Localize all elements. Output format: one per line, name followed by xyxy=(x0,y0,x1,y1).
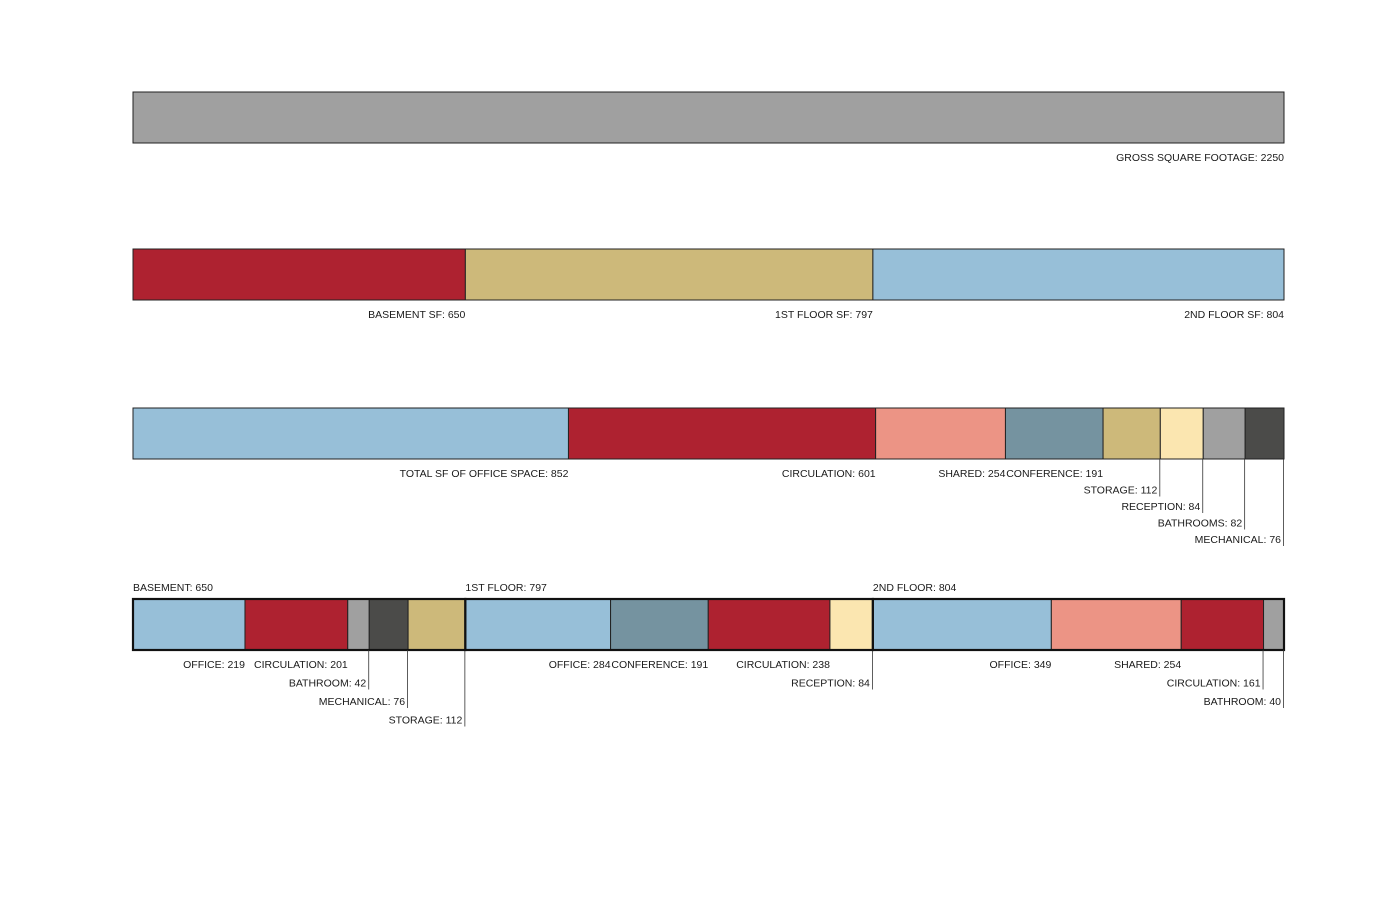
chart3-group0-label-3: MECHANICAL: 76 xyxy=(319,696,406,708)
chart2-segment-2 xyxy=(875,407,1006,460)
chart3-group1-segment-2 xyxy=(707,598,831,651)
chart2-label-1: CIRCULATION: 601 xyxy=(782,468,876,480)
chart1-label-2: 2ND FLOOR SF: 804 xyxy=(1184,309,1284,321)
chart2-label-4: STORAGE: 112 xyxy=(1084,485,1158,497)
chart3-group2-label-1: SHARED: 254 xyxy=(1114,659,1181,671)
chart2-segment-6 xyxy=(1202,407,1246,460)
chart2-segment-0 xyxy=(132,407,569,460)
chart3-group1-segment-0 xyxy=(464,598,612,651)
chart1-segment-2 xyxy=(872,248,1285,301)
chart3-group2-label-0: OFFICE: 349 xyxy=(989,659,1051,671)
chart3-group2-label-2: CIRCULATION: 161 xyxy=(1167,678,1261,690)
chart3-group0-label-2: BATHROOM: 42 xyxy=(289,678,367,690)
chart2-segment-1 xyxy=(567,407,877,460)
chart3-group2-segment-2 xyxy=(1180,598,1265,651)
chart2-segment-3 xyxy=(1004,407,1104,460)
chart3-group2-label-3: BATHROOM: 40 xyxy=(1204,696,1282,708)
chart3-group-outline-2 xyxy=(871,597,1286,652)
chart2-segment-4 xyxy=(1102,407,1161,460)
chart3-group1-label-0: OFFICE: 284 xyxy=(549,659,611,671)
chart2-segment-7 xyxy=(1244,407,1285,460)
chart2-label-6: BATHROOMS: 82 xyxy=(1158,518,1243,530)
chart3-group1-segment-1 xyxy=(610,598,709,651)
chart2-label-0: TOTAL SF OF OFFICE SPACE: 852 xyxy=(400,468,569,480)
chart3-group2-segment-3 xyxy=(1263,598,1285,651)
chart2-label-7: MECHANICAL: 76 xyxy=(1195,534,1282,546)
chart3-group1-label-1: CONFERENCE: 191 xyxy=(611,659,708,671)
chart3-group0-segment-1 xyxy=(244,598,349,651)
chart3-group0-segment-2 xyxy=(347,598,370,651)
chart3-group1-label-2: CIRCULATION: 238 xyxy=(736,659,830,671)
chart3-group0-segment-3 xyxy=(368,598,409,651)
chart1-segment-1 xyxy=(464,248,874,301)
chart3-group-label-1: 1ST FLOOR: 797 xyxy=(465,582,547,594)
chart1-label-0: BASEMENT SF: 650 xyxy=(368,309,465,321)
chart2-label-3: CONFERENCE: 191 xyxy=(1006,468,1103,480)
chart3-group-label-2: 2ND FLOOR: 804 xyxy=(873,582,957,594)
chart3-group1-segment-3 xyxy=(829,598,874,651)
chart1-label-1: 1ST FLOOR SF: 797 xyxy=(775,309,873,321)
chart3-group2-segment-0 xyxy=(872,598,1052,651)
chart1-segment-0 xyxy=(132,248,466,301)
chart3-group0-segment-0 xyxy=(132,598,246,651)
chart0-segment-0 xyxy=(132,91,1285,144)
chart2-segment-5 xyxy=(1159,407,1204,460)
chart3-group2-segment-1 xyxy=(1050,598,1182,651)
chart3-group0-segment-4 xyxy=(407,598,466,651)
chart3-group-label-0: BASEMENT: 650 xyxy=(133,582,213,594)
chart3-group0-label-0: OFFICE: 219 xyxy=(183,659,245,671)
chart2-label-5: RECEPTION: 84 xyxy=(1121,501,1200,513)
chart2-label-2: SHARED: 254 xyxy=(938,468,1005,480)
chart0-label-0: GROSS SQUARE FOOTAGE: 2250 xyxy=(1116,152,1284,164)
chart3-group1-label-3: RECEPTION: 84 xyxy=(791,678,870,690)
chart3-group0-label-4: STORAGE: 112 xyxy=(389,715,463,727)
chart3-group0-label-1: CIRCULATION: 201 xyxy=(254,659,348,671)
